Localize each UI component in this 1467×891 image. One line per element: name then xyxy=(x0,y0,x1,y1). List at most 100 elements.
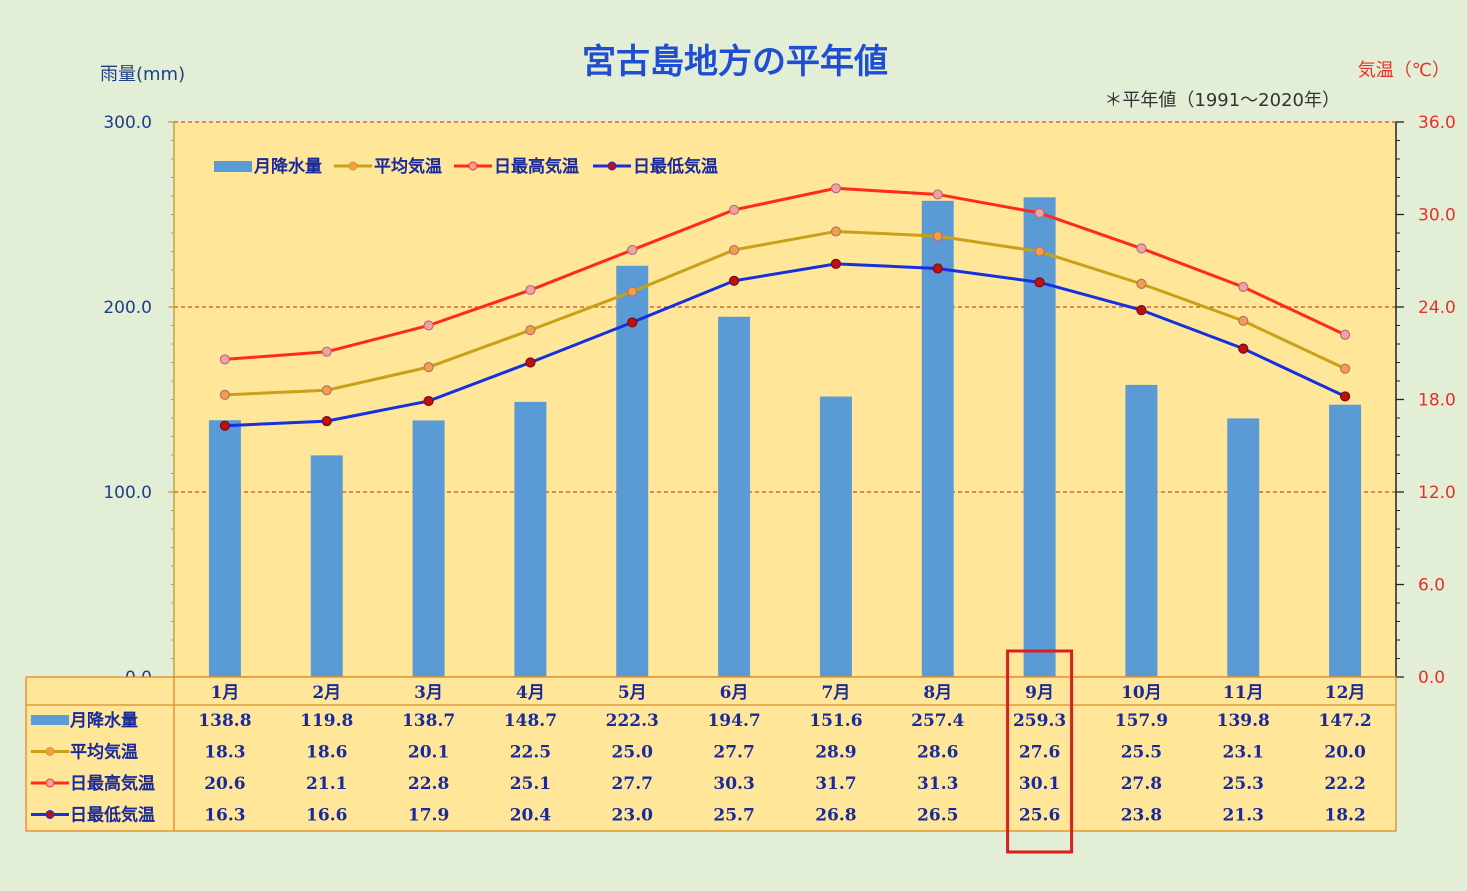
table-cell: 138.8 xyxy=(198,711,251,731)
point xyxy=(627,244,638,256)
line-series-1 xyxy=(224,229,1346,397)
table-cell: 25.6 xyxy=(1019,806,1060,826)
table-cell: 138.7 xyxy=(402,711,455,731)
table-cell: 20.6 xyxy=(204,774,245,794)
table-cell: 22.8 xyxy=(408,774,449,794)
right-tick-label: 30.0 xyxy=(1418,206,1456,226)
table-row-label: 月降水量 xyxy=(69,710,138,731)
bar-9 xyxy=(1023,197,1056,678)
point xyxy=(1136,304,1147,316)
table-cell: 157.9 xyxy=(1115,711,1168,731)
table-cell: 27.7 xyxy=(612,774,653,794)
month-label: 2月 xyxy=(312,683,341,703)
month-label: 4月 xyxy=(516,683,545,703)
month-label: 11月 xyxy=(1223,683,1264,703)
table-cell: 16.6 xyxy=(306,806,347,826)
point xyxy=(728,275,740,286)
table-cell: 27.7 xyxy=(713,743,754,763)
point xyxy=(321,415,332,427)
point xyxy=(321,385,332,396)
table-cell: 25.1 xyxy=(510,774,551,794)
table-cell: 147.2 xyxy=(1318,711,1371,731)
point xyxy=(1136,278,1147,289)
plot-area xyxy=(174,122,1396,677)
table-cell: 30.3 xyxy=(713,774,754,794)
table-legend-bar-icon xyxy=(31,715,69,725)
right-axis-label: 気温（℃） xyxy=(1358,60,1450,81)
point xyxy=(423,362,434,373)
point xyxy=(932,189,943,200)
legend-entry-label: 日最低気温 xyxy=(633,156,718,177)
point xyxy=(1339,391,1351,402)
table-cell: 119.8 xyxy=(300,711,353,731)
month-label: 9月 xyxy=(1025,683,1054,703)
table-cell: 22.2 xyxy=(1324,774,1365,794)
legend-entry-label: 平均気温 xyxy=(374,156,442,177)
month-label: 1月 xyxy=(210,683,239,703)
point xyxy=(219,354,231,365)
bar-7 xyxy=(819,396,852,677)
table-cell: 28.6 xyxy=(917,743,958,763)
month-label: 12月 xyxy=(1325,683,1366,703)
point xyxy=(627,317,638,328)
table-cell: 257.4 xyxy=(911,711,964,731)
legend-marker-icon xyxy=(348,161,358,171)
point xyxy=(1238,315,1249,326)
point xyxy=(1034,246,1045,257)
left-tick-label: 100.0 xyxy=(103,483,152,503)
month-label: 5月 xyxy=(618,683,647,703)
legend-entry-label: 日最高気温 xyxy=(494,156,579,177)
month-label: 7月 xyxy=(821,683,850,703)
point xyxy=(321,346,332,357)
table-cell: 18.3 xyxy=(204,743,245,763)
table-cell: 23.1 xyxy=(1223,743,1264,763)
bar-10 xyxy=(1125,384,1158,677)
bar-1 xyxy=(208,420,241,677)
point xyxy=(627,286,638,297)
point xyxy=(830,258,842,269)
table-cell: 21.1 xyxy=(306,774,347,794)
point xyxy=(1034,207,1045,219)
right-tick-label: 12.0 xyxy=(1418,483,1456,503)
table-cell: 25.5 xyxy=(1121,743,1162,763)
point xyxy=(525,284,536,296)
point xyxy=(728,244,740,256)
table-cell: 21.3 xyxy=(1223,806,1264,826)
tick-labels: 0.0100.0200.0300.00.06.012.018.024.030.0… xyxy=(103,113,1456,688)
table-cell: 16.3 xyxy=(204,806,245,826)
table-cell: 25.3 xyxy=(1223,774,1264,794)
left-tick-label: 200.0 xyxy=(103,298,152,318)
table-cell: 17.9 xyxy=(408,806,449,826)
temperature-lines xyxy=(219,183,1351,431)
table-cell: 30.1 xyxy=(1019,774,1060,794)
table-cell: 26.5 xyxy=(917,806,958,826)
table-cell: 27.8 xyxy=(1121,774,1162,794)
table-row-label: 日最低気温 xyxy=(70,805,155,826)
bar-5 xyxy=(616,265,649,677)
table-cell: 28.9 xyxy=(815,743,856,763)
table-cell: 31.7 xyxy=(815,774,856,794)
table-cell: 27.6 xyxy=(1019,743,1060,763)
legend-entry-label: 月降水量 xyxy=(253,156,322,177)
table-legend-marker-icon xyxy=(45,778,55,788)
point xyxy=(830,226,842,237)
month-label: 8月 xyxy=(923,683,952,703)
bar-12 xyxy=(1329,404,1362,677)
legend-bar-icon xyxy=(214,161,252,172)
point xyxy=(219,389,231,400)
point xyxy=(1238,343,1249,354)
right-tick-label: 0.0 xyxy=(1418,668,1445,688)
table-cell: 20.1 xyxy=(408,743,449,763)
gridlines xyxy=(174,121,1396,493)
point xyxy=(525,325,536,336)
table-cell: 20.0 xyxy=(1324,743,1366,763)
table-cell: 22.5 xyxy=(510,743,551,763)
table-cell: 139.8 xyxy=(1217,711,1270,731)
table-cell: 18.2 xyxy=(1324,806,1365,826)
point xyxy=(932,230,943,242)
legend: 月降水量 平均気温 日最高気温 日最低気温 xyxy=(214,156,718,177)
chart-subtitle: ＊平年値（1991～2020年） xyxy=(1104,90,1340,111)
table-cell: 151.6 xyxy=(809,711,862,731)
point xyxy=(1339,329,1351,340)
